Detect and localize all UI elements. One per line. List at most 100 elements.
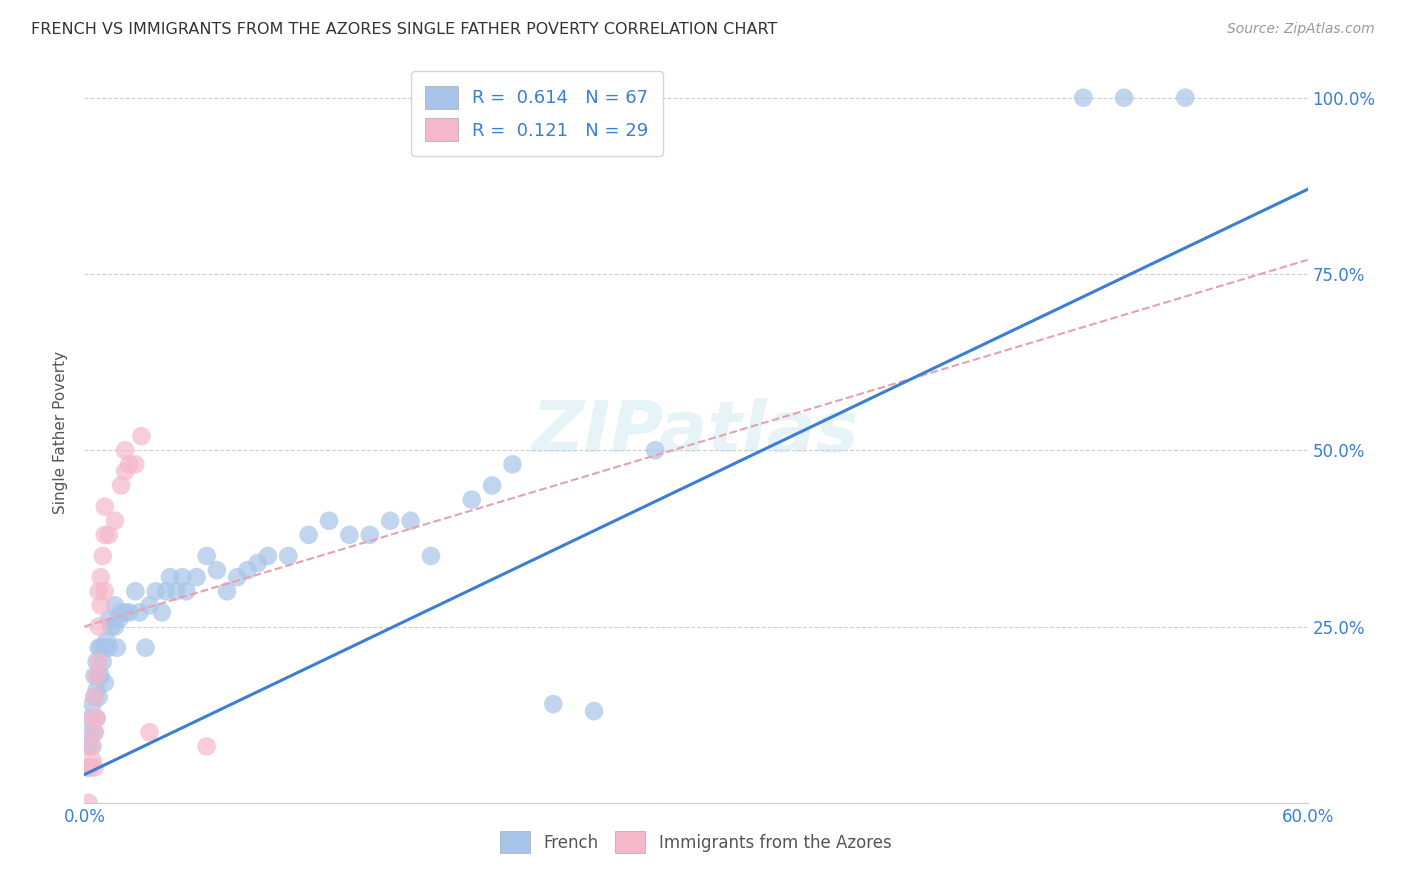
- Point: [104, 599, 127, 613]
- Point: [1174, 91, 1197, 105]
- Point: [93, 584, 115, 599]
- Point: [461, 492, 484, 507]
- Point: [217, 584, 239, 599]
- Point: [90, 570, 112, 584]
- Point: [83, 669, 105, 683]
- Point: [86, 655, 108, 669]
- Point: [77, 739, 100, 754]
- Point: [124, 458, 146, 472]
- Point: [91, 549, 114, 563]
- Point: [110, 606, 132, 620]
- Point: [114, 464, 136, 478]
- Point: [128, 606, 150, 620]
- Point: [97, 640, 120, 655]
- Point: [104, 514, 127, 528]
- Point: [87, 669, 110, 683]
- Point: [145, 584, 167, 599]
- Point: [205, 563, 228, 577]
- Point: [195, 739, 218, 754]
- Point: [108, 612, 131, 626]
- Point: [82, 739, 104, 754]
- Point: [138, 725, 160, 739]
- Point: [298, 528, 321, 542]
- Point: [93, 500, 115, 514]
- Point: [118, 606, 141, 620]
- Point: [83, 690, 105, 704]
- Point: [172, 570, 194, 584]
- Point: [79, 725, 101, 739]
- Point: [82, 697, 104, 711]
- Point: [100, 619, 122, 633]
- Point: [131, 429, 153, 443]
- Point: [339, 528, 361, 542]
- Point: [83, 725, 105, 739]
- Text: ZIPatlas: ZIPatlas: [533, 398, 859, 467]
- Point: [138, 599, 160, 613]
- Point: [543, 697, 565, 711]
- Point: [105, 640, 128, 655]
- Point: [583, 704, 606, 718]
- Point: [165, 584, 187, 599]
- Point: [93, 528, 115, 542]
- Point: [83, 690, 105, 704]
- Point: [82, 711, 104, 725]
- Point: [90, 669, 112, 683]
- Point: [83, 760, 105, 774]
- Point: [246, 556, 269, 570]
- Point: [82, 754, 104, 768]
- Point: [79, 739, 101, 754]
- Point: [644, 443, 666, 458]
- Point: [90, 599, 112, 613]
- Point: [118, 458, 141, 472]
- Point: [135, 640, 157, 655]
- Point: [124, 584, 146, 599]
- Point: [481, 478, 503, 492]
- Text: Source: ZipAtlas.com: Source: ZipAtlas.com: [1227, 22, 1375, 37]
- Point: [87, 690, 110, 704]
- Legend: French, Immigrants from the Azores: French, Immigrants from the Azores: [492, 823, 900, 861]
- Point: [359, 528, 381, 542]
- Point: [174, 584, 197, 599]
- Point: [114, 606, 136, 620]
- Point: [86, 711, 108, 725]
- Point: [77, 796, 100, 810]
- Point: [97, 612, 120, 626]
- Point: [277, 549, 299, 563]
- Point: [93, 640, 115, 655]
- Point: [399, 514, 422, 528]
- Point: [77, 760, 100, 774]
- Point: [86, 669, 108, 683]
- Point: [226, 570, 249, 584]
- Point: [502, 458, 524, 472]
- Point: [236, 563, 259, 577]
- Point: [186, 570, 208, 584]
- Point: [90, 640, 112, 655]
- Y-axis label: Single Father Poverty: Single Father Poverty: [53, 351, 69, 514]
- Point: [1073, 91, 1095, 105]
- Point: [87, 619, 110, 633]
- Point: [114, 443, 136, 458]
- Point: [96, 633, 118, 648]
- Point: [195, 549, 218, 563]
- Point: [83, 725, 105, 739]
- Point: [155, 584, 177, 599]
- Point: [150, 606, 173, 620]
- Point: [318, 514, 340, 528]
- Point: [79, 711, 101, 725]
- Point: [93, 676, 115, 690]
- Point: [257, 549, 280, 563]
- Point: [159, 570, 181, 584]
- Point: [1114, 91, 1136, 105]
- Point: [86, 683, 108, 698]
- Point: [87, 640, 110, 655]
- Point: [87, 584, 110, 599]
- Point: [110, 478, 132, 492]
- Point: [79, 760, 101, 774]
- Point: [87, 655, 110, 669]
- Point: [420, 549, 443, 563]
- Point: [97, 528, 120, 542]
- Point: [86, 711, 108, 725]
- Text: FRENCH VS IMMIGRANTS FROM THE AZORES SINGLE FATHER POVERTY CORRELATION CHART: FRENCH VS IMMIGRANTS FROM THE AZORES SIN…: [31, 22, 778, 37]
- Point: [104, 619, 127, 633]
- Point: [91, 655, 114, 669]
